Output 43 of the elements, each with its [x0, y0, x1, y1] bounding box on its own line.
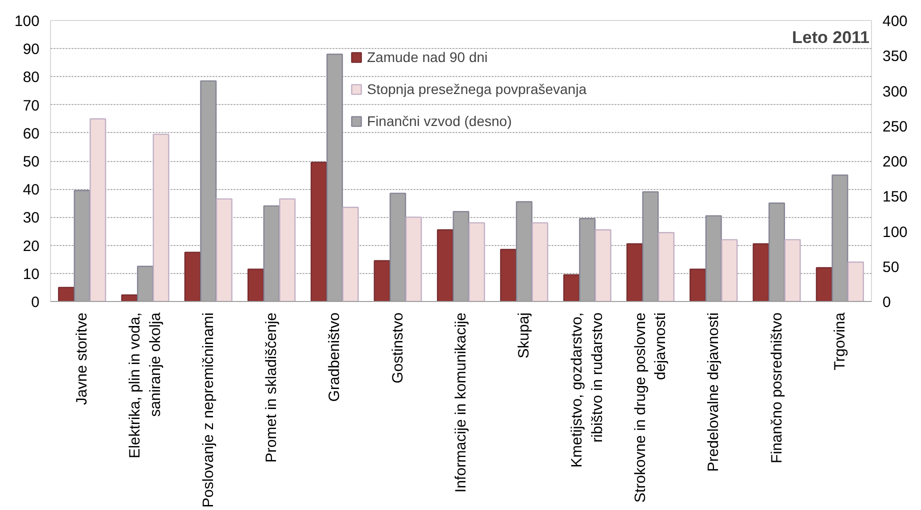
bar — [184, 252, 201, 302]
y2-tick-label: 200 — [882, 154, 908, 170]
bar — [121, 294, 138, 302]
x-tick-label: Skupaj — [516, 312, 533, 358]
x-tick-label: Gostinstvo — [389, 312, 406, 384]
x-tick-label: Promet in skladiščenje — [263, 312, 280, 463]
x-tick-label: Elektrika, plin in voda, saniranje okolja — [126, 312, 164, 458]
legend-label: Finančni vzvod (desno) — [367, 113, 512, 129]
x-tick-label: Kmetijstvo, gozdarstvo, ribištvo in rudarstvo — [568, 312, 606, 468]
x-tick-label: Informacije in komunikacije — [452, 312, 470, 493]
x-tick-label: Gradbeništvo — [326, 312, 344, 402]
bar — [58, 286, 75, 302]
x-tick-label: Strokovne in druge poslovne dejavnosti — [632, 312, 670, 503]
x-tick-label: Finančno posredništvo — [768, 312, 786, 464]
y2-tick-label: 350 — [882, 48, 908, 66]
y-tick-label: 10 — [22, 266, 40, 283]
y2-tick-label: 100 — [882, 224, 908, 241]
x-tick-label: Trgovina — [831, 312, 848, 370]
bar — [847, 262, 864, 302]
y2-tick-label: 150 — [882, 188, 908, 206]
y2-tick-label: 250 — [882, 118, 908, 136]
legend-label: Zamude nad 90 dni — [367, 49, 488, 65]
bar — [816, 267, 832, 302]
x-tick-label: Poslovanje z nepremičninami — [200, 312, 217, 508]
y2-tick-label: 400 — [882, 13, 908, 30]
y-tick-label: 40 — [22, 182, 40, 199]
y-tick-label: 70 — [22, 97, 40, 114]
y-tick-label: 90 — [22, 41, 40, 58]
annotation: Leto 2011 — [792, 28, 870, 47]
legend-label: Stopnja presežnega povpraševanja — [367, 81, 586, 97]
x-tick-label: Predelovalne dejavnosti — [705, 312, 722, 472]
y-tick-label: 20 — [22, 238, 40, 255]
bar — [152, 134, 170, 302]
y2-tick-label: 0 — [882, 294, 891, 311]
y2-tick-label: 50 — [882, 258, 900, 276]
y-tick-label: 50 — [22, 154, 40, 170]
y2-tick-label: 300 — [882, 83, 908, 100]
y-tick-label: 60 — [22, 125, 40, 142]
y-tick-label: 100 — [14, 13, 40, 30]
y-tick-label: 30 — [22, 210, 40, 227]
y-tick-label: 80 — [22, 69, 40, 86]
y-tick-label: 0 — [31, 294, 40, 311]
x-tick-label: Javne storitve — [74, 312, 91, 406]
